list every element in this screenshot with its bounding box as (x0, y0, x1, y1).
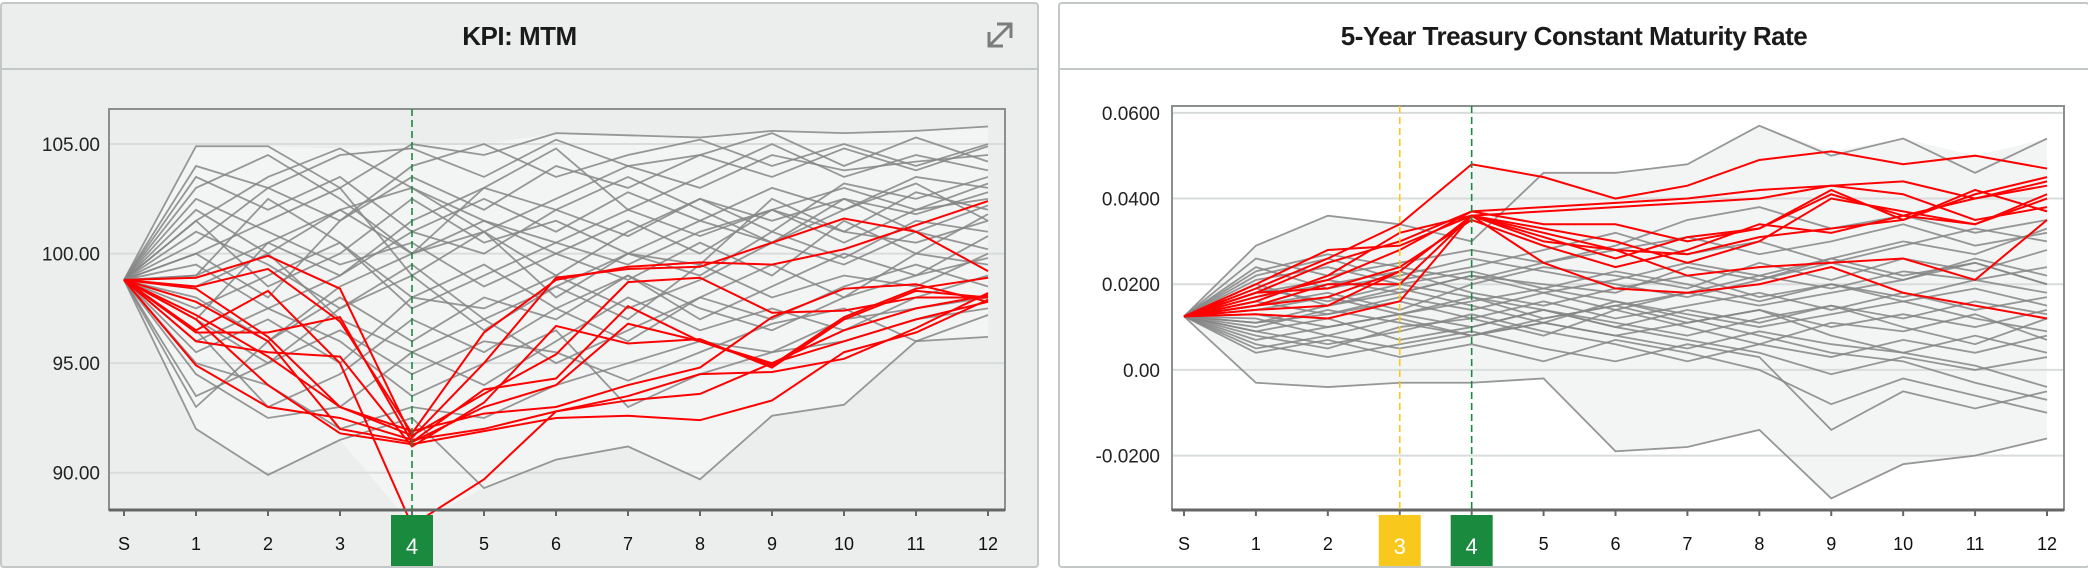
x-tick-label: 12 (2037, 534, 2057, 554)
highlight-series-line (1183, 188, 2048, 318)
panel-header: KPI: MTM (2, 4, 1037, 70)
x-tick-label: 9 (1826, 534, 1836, 554)
x-tick-label: 2 (1323, 534, 1333, 554)
background-series-line (1183, 266, 2048, 318)
background-series-line (123, 145, 989, 299)
x-tick-label: 12 (978, 534, 998, 554)
x-tick-label: 1 (1251, 534, 1261, 554)
y-tick-label: 90.00 (52, 464, 100, 485)
x-tick-label: 2 (263, 534, 273, 554)
background-series-line (123, 175, 989, 310)
x-tick-label: 6 (1610, 534, 1620, 554)
background-series-line (1183, 308, 2048, 388)
x-tick-label: 8 (695, 534, 705, 554)
background-series-line (1183, 315, 2048, 500)
background-series-line (123, 279, 989, 490)
x-tick-label: 1 (191, 534, 201, 554)
y-tick-label: -0.0200 (1096, 447, 1160, 468)
x-tick-label: 11 (1966, 534, 1985, 554)
background-series-line (1183, 313, 2048, 363)
marker-badge-label: 4 (406, 534, 418, 559)
y-tick-label: 0.0600 (1102, 104, 1160, 125)
background-series-line (123, 132, 989, 281)
background-series-line (123, 186, 989, 299)
highlight-series-line (123, 279, 989, 446)
marker-badge-label: 4 (1466, 534, 1478, 559)
y-tick-label: 0.0200 (1102, 275, 1160, 296)
x-tick-label: 10 (1893, 534, 1913, 554)
highlight-series-line (123, 279, 989, 448)
x-tick-label: 8 (1754, 534, 1764, 554)
marker-badge[interactable] (1450, 515, 1493, 568)
background-series-line (123, 182, 989, 281)
background-series-line (1183, 124, 2048, 317)
y-tick-label: 0.0400 (1102, 190, 1160, 211)
background-series-line (1183, 315, 2048, 431)
highlight-series-line (123, 276, 988, 437)
x-tick-label: 7 (1682, 534, 1692, 554)
highlight-series-line (1183, 214, 2048, 320)
background-series-line (123, 252, 989, 365)
expand-icon[interactable] (979, 16, 1019, 56)
x-tick-label: 7 (623, 534, 633, 554)
highlight-series-line (1183, 193, 2048, 318)
x-tick-label: 5 (479, 534, 489, 554)
highlight-series-line (1183, 150, 2048, 318)
x-tick-label: 11 (907, 534, 926, 554)
x-tick-label: 9 (767, 534, 777, 554)
highlight-series-line (123, 278, 989, 433)
background-series-line (123, 125, 989, 281)
highlight-series-line (1183, 184, 2048, 318)
x-tick-label: 3 (335, 534, 345, 554)
treasury-rate-panel: 5-Year Treasury Constant Maturity Rate 0… (1058, 2, 2088, 568)
highlight-series-line (123, 279, 989, 527)
highlight-series-line (123, 217, 989, 440)
chart-title: KPI: MTM (462, 20, 577, 51)
highlight-series-line (123, 276, 989, 444)
kpi-mtm-panel: KPI: MTM 105.00 100.00 95.00 90.00 S 1 2 3 4 5 6 7 8… (0, 2, 1039, 568)
x-tick-label: S (118, 534, 130, 554)
envelope-band (1184, 125, 2047, 499)
background-series-line (1183, 315, 2048, 414)
x-tick-label: 10 (834, 534, 854, 554)
highlight-series-line (1183, 180, 2048, 318)
x-tick-label: 6 (551, 534, 561, 554)
y-tick-label: 0.00 (1123, 361, 1160, 382)
x-tick-label: S (1178, 534, 1190, 554)
background-series-line (123, 143, 989, 281)
x-tick-label: 5 (1539, 534, 1549, 554)
panel-header: 5-Year Treasury Constant Maturity Rate (1060, 4, 2088, 70)
marker-badge[interactable] (391, 515, 433, 568)
marker-badge-label: 3 (1394, 534, 1406, 559)
highlight-series-line (123, 278, 989, 444)
y-tick-label: 100.00 (42, 245, 100, 266)
background-series-line (123, 191, 989, 288)
chart-title: 5-Year Treasury Constant Maturity Rate (1340, 20, 1808, 51)
marker-badge[interactable] (1378, 515, 1421, 568)
y-tick-label: 105.00 (42, 135, 100, 156)
background-series-line (123, 147, 989, 281)
y-tick-label: 95.00 (52, 354, 100, 375)
highlight-series-line (1183, 184, 2048, 318)
background-series-line (1183, 227, 2048, 318)
highlight-series-line (123, 200, 989, 436)
